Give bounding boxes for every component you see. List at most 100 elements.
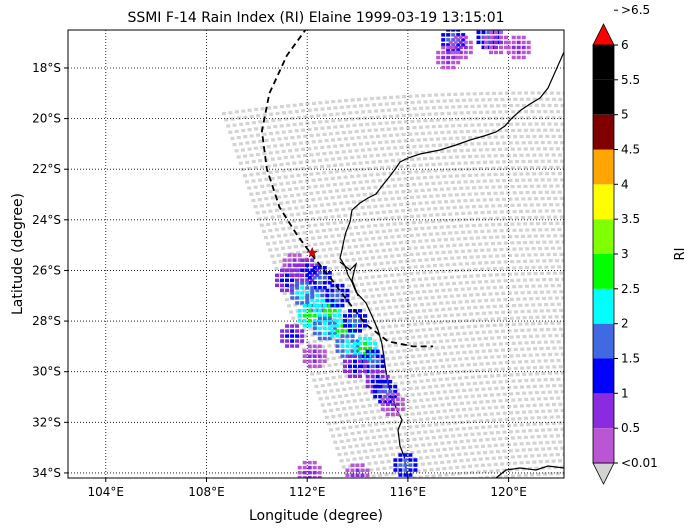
swath-pixel	[441, 250, 446, 254]
rain-cell	[375, 354, 380, 359]
swath-pixel	[509, 316, 514, 320]
swath-pixel	[471, 318, 476, 322]
rain-cell	[322, 276, 327, 280]
rain-cell	[456, 48, 461, 52]
rain-cell	[295, 334, 300, 338]
swath-pixel	[530, 435, 535, 439]
swath-pixel	[468, 426, 473, 430]
rain-cell	[370, 389, 375, 394]
swath-pixel	[426, 340, 430, 344]
rain-cell	[370, 379, 375, 384]
swath-pixel	[553, 234, 558, 238]
rain-cell	[275, 273, 279, 278]
swath-pixel	[433, 245, 438, 249]
swath-pixel	[447, 345, 452, 349]
swath-pixel	[431, 474, 436, 478]
swath-pixel	[458, 281, 463, 285]
colorbar-min-arrow	[592, 462, 615, 485]
swath-pixel	[558, 134, 563, 139]
swath-pixel	[349, 194, 354, 198]
swath-pixel	[399, 439, 404, 443]
swath-pixel	[393, 343, 398, 347]
swath-pixel	[537, 265, 542, 269]
rain-cell	[327, 281, 332, 285]
swath-pixel	[523, 184, 528, 188]
rain-cell	[295, 296, 300, 300]
rain-cell	[380, 389, 385, 394]
swath-pixel	[300, 186, 305, 190]
swath-pixel	[277, 214, 281, 219]
swath-pixel	[296, 251, 300, 255]
swath-pixel	[469, 255, 474, 259]
swath-pixel	[456, 332, 461, 336]
swath-pixel	[536, 222, 541, 226]
rain-cell	[403, 473, 408, 477]
rain-cell	[456, 50, 461, 55]
swath-pixel	[306, 243, 311, 247]
swath-pixel	[461, 446, 466, 450]
rain-cell	[446, 55, 451, 60]
swath-pixel	[522, 353, 527, 357]
swath-pixel	[465, 243, 470, 247]
y-tick-label: 28°S	[32, 314, 61, 328]
swath-pixel	[391, 121, 396, 125]
swath-pixel	[379, 242, 384, 246]
swath-pixel	[501, 329, 506, 333]
swath-pixel	[548, 352, 553, 357]
swath-pixel	[397, 196, 401, 200]
swath-pixel	[345, 258, 350, 262]
swath-pixel	[255, 211, 260, 215]
swath-pixel	[425, 125, 430, 129]
swath-pixel	[473, 362, 477, 366]
rain-cell	[322, 298, 327, 303]
swath-pixel	[557, 265, 562, 269]
swath-pixel	[224, 118, 229, 122]
swath-pixel	[352, 200, 356, 204]
rain-cell	[453, 50, 458, 55]
rain-cell	[373, 351, 378, 356]
swath-pixel	[397, 177, 402, 181]
colorbar-swatch	[593, 219, 614, 255]
swath-pixel	[440, 168, 445, 172]
rain-cell	[380, 364, 385, 369]
swath-pixel	[461, 465, 466, 469]
rain-cell	[380, 369, 385, 374]
swath-pixel	[511, 398, 516, 402]
rain-cell	[285, 278, 289, 283]
rain-cell	[398, 468, 403, 472]
swath-pixel	[336, 291, 341, 295]
rain-cell	[353, 369, 357, 374]
swath-pixel	[474, 192, 479, 196]
swath-pixel	[553, 178, 558, 182]
swath-pixel	[467, 211, 472, 215]
swath-pixel	[495, 235, 500, 239]
swath-pixel	[462, 388, 467, 393]
swath-pixel	[401, 228, 406, 232]
swath-pixel	[480, 173, 485, 177]
swath-pixel	[437, 238, 442, 242]
swath-pixel	[342, 387, 347, 391]
swath-pixel	[463, 236, 468, 241]
swath-pixel	[387, 421, 391, 425]
swath-pixel	[400, 323, 405, 327]
swath-pixel	[370, 275, 375, 279]
swath-pixel	[477, 337, 482, 341]
swath-pixel	[535, 334, 540, 338]
swath-pixel	[317, 235, 322, 240]
swath-pixel	[536, 147, 541, 151]
swath-pixel	[484, 280, 489, 284]
swath-pixel	[545, 116, 550, 120]
swath-pixel	[361, 110, 366, 114]
swath-pixel	[464, 300, 469, 304]
swath-pixel	[381, 210, 386, 214]
rain-cell	[285, 283, 289, 288]
swath-pixel	[502, 430, 507, 434]
swath-pixel	[517, 91, 522, 95]
swath-pixel	[414, 94, 419, 98]
swath-pixel	[452, 243, 457, 247]
rain-cell	[350, 463, 355, 467]
rain-cell	[307, 276, 312, 280]
swath-pixel	[325, 357, 330, 361]
swath-pixel	[545, 134, 550, 138]
rain-cell	[322, 303, 327, 308]
